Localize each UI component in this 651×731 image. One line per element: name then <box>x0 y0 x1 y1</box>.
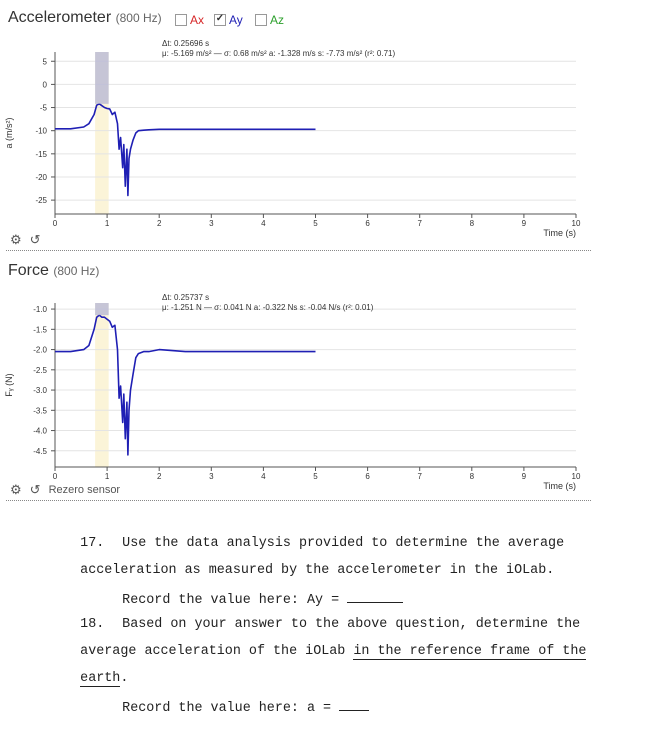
x-tick-label: 6 <box>365 472 370 481</box>
y-tick-label: -3.5 <box>33 406 47 415</box>
x-tick-label: 6 <box>365 219 370 228</box>
force-title-text: Force <box>8 262 49 279</box>
y-tick-label: -15 <box>35 150 47 159</box>
x-tick-label: 2 <box>157 219 162 228</box>
x-tick-label: 7 <box>417 472 422 481</box>
y-tick-label: -3.0 <box>33 386 47 395</box>
y-tick-label: -10 <box>35 127 47 136</box>
question-17-record: Record the value here: Ay = <box>122 593 348 608</box>
series-line <box>55 103 316 197</box>
accelerometer-rate: (800 Hz) <box>115 11 162 25</box>
gear-icon[interactable]: ⚙ <box>10 482 22 497</box>
question-18-line2b: in the reference frame of the <box>353 644 587 660</box>
y-axis-label: a (m/s²) <box>4 118 14 149</box>
x-tick-label: 2 <box>157 472 162 481</box>
y-tick-label: -25 <box>35 196 47 205</box>
reset-icon[interactable]: ↺ <box>29 232 41 247</box>
answer-blank-ay[interactable] <box>347 590 404 603</box>
x-tick-label: 9 <box>522 472 527 481</box>
x-tick-label: 9 <box>522 219 527 228</box>
question-18-line2a: average acceleration of the iOLab <box>80 644 354 659</box>
x-tick-label: 10 <box>572 472 581 481</box>
x-tick-label: 0 <box>53 472 58 481</box>
selection-mean-band <box>95 303 109 316</box>
question-17-number: 17. <box>80 536 105 551</box>
panel-divider <box>6 250 591 251</box>
question-18-record: Record the value here: a = <box>122 701 340 716</box>
checkbox-ay[interactable]: Ay <box>214 13 243 27</box>
x-tick-label: 7 <box>417 219 422 228</box>
y-tick-label: -4.5 <box>33 447 47 456</box>
reset-icon[interactable]: ↺ <box>29 482 41 497</box>
rezero-sensor-button[interactable]: Rezero sensor <box>48 484 121 496</box>
selection-mean-band <box>95 52 109 104</box>
accelerometer-title-text: Accelerometer <box>8 9 112 26</box>
x-tick-label: 4 <box>261 472 266 481</box>
checkbox-az-box[interactable] <box>255 14 267 26</box>
y-tick-label: -1.0 <box>33 305 47 314</box>
annotation-stats: μ: -1.251 N — σ: 0.041 N a: -0.322 Ns s:… <box>162 303 374 312</box>
question-18-line3: earth <box>80 671 121 687</box>
gear-icon[interactable]: ⚙ <box>10 232 22 247</box>
x-axis-label: Time (s) <box>543 228 576 238</box>
series-line <box>55 314 316 456</box>
y-axis-label: Fᵧ (N) <box>4 373 14 396</box>
question-18-line1: Based on your answer to the above questi… <box>122 617 581 632</box>
x-tick-label: 5 <box>313 472 318 481</box>
x-tick-label: 3 <box>209 472 214 481</box>
x-tick-label: 1 <box>105 472 110 481</box>
x-tick-label: 1 <box>105 219 110 228</box>
y-tick-label: -1.5 <box>33 325 47 334</box>
force-rate: (800 Hz) <box>53 264 100 278</box>
x-tick-label: 4 <box>261 219 266 228</box>
y-tick-label: -20 <box>35 173 47 182</box>
force-tools: ⚙ ↺ Rezero sensor <box>10 482 120 498</box>
checkbox-az-label: Az <box>270 13 285 27</box>
y-tick-label: 0 <box>43 80 48 89</box>
checkbox-ay-label: Ay <box>229 13 243 27</box>
x-tick-label: 8 <box>470 219 475 228</box>
answer-blank-a[interactable] <box>339 698 370 711</box>
accelerometer-tools: ⚙ ↺ <box>10 232 41 248</box>
annotation-dt: Δt: 0.25696 s <box>162 39 209 48</box>
x-tick-label: 0 <box>53 219 58 228</box>
checkbox-ax-label: Ax <box>190 13 205 27</box>
checkbox-ax[interactable]: Ax <box>175 13 204 27</box>
y-tick-label: -2.0 <box>33 346 47 355</box>
y-tick-label: 5 <box>43 57 48 66</box>
checkbox-ax-box[interactable] <box>175 14 187 26</box>
checkbox-az[interactable]: Az <box>255 13 284 27</box>
y-tick-label: -5 <box>40 104 48 113</box>
x-tick-label: 8 <box>470 472 475 481</box>
x-tick-label: 5 <box>313 219 318 228</box>
annotation-dt: Δt: 0.25737 s <box>162 293 209 302</box>
panel-divider <box>6 500 591 501</box>
force-chart[interactable]: -1.0 -1.5 -2.0 -2.5 -3.0 -3.5 -4.0 -4.5 0 1 2 3 4 5 6 7… <box>0 285 600 495</box>
selection-band <box>95 303 109 467</box>
y-tick-label: -2.5 <box>33 366 47 375</box>
checkbox-ay-box[interactable] <box>214 14 226 26</box>
annotation-stats: μ: -5.169 m/s² — σ: 0.68 m/s² a: -1.328 … <box>162 49 396 58</box>
y-tick-label: -4.0 <box>33 427 47 436</box>
x-tick-label: 10 <box>572 219 581 228</box>
accelerometer-title: Accelerometer (800 Hz) <box>8 9 162 27</box>
question-18-line3end: . <box>120 671 129 686</box>
x-tick-label: 3 <box>209 219 214 228</box>
question-17-line1: Use the data analysis provided to determ… <box>122 536 565 551</box>
force-title: Force (800 Hz) <box>8 262 99 280</box>
question-17-line2: acceleration as measured by the accelero… <box>80 563 555 578</box>
x-axis-label: Time (s) <box>543 481 576 491</box>
question-18-number: 18. <box>80 617 105 632</box>
